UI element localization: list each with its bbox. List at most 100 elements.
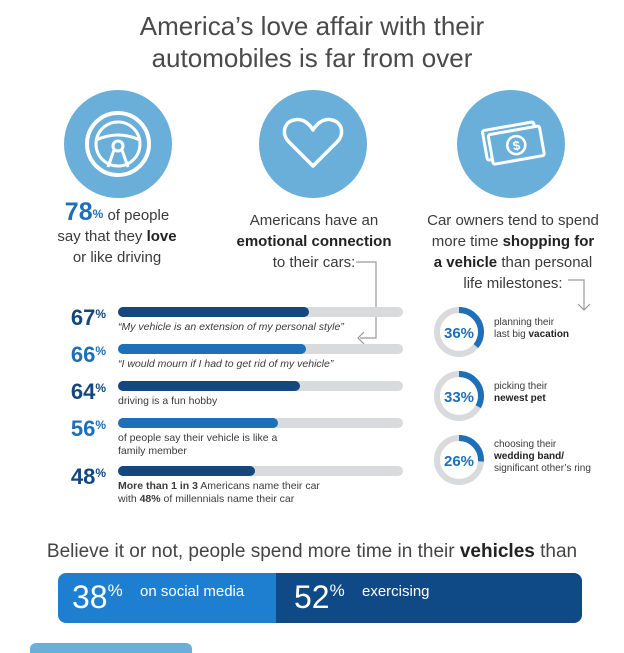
bar-percent: 64 xyxy=(70,379,96,404)
emotional-connection-text: Americans have an emotional connection t… xyxy=(226,210,402,273)
title-line-1: America’s love affair with their xyxy=(139,11,485,41)
donut-item: 26% choosing their wedding band/ signifi… xyxy=(432,433,591,492)
donut-arc xyxy=(434,307,484,357)
name-car-bold: More than 1 in 3 xyxy=(118,480,198,492)
bar-fill xyxy=(118,307,309,317)
bottom-text-a: Believe it or not, people spend more tim… xyxy=(46,541,460,562)
donut-chart: 33% xyxy=(434,371,484,421)
donut-arc xyxy=(434,371,484,421)
heart-icon xyxy=(282,117,344,168)
bar-track xyxy=(118,307,403,317)
bar-label: More than 1 in 3 Americans name their ca… xyxy=(118,480,320,506)
shopping-for-bold: shopping for xyxy=(502,233,595,250)
connector-arrows xyxy=(356,261,591,345)
vehicles-bold: vehicles xyxy=(459,541,535,562)
percent-sign: % xyxy=(329,581,345,600)
bar-fill xyxy=(118,381,301,391)
steering-wheel-circle xyxy=(64,90,172,198)
emotional-line-3: to their cars: xyxy=(272,254,356,271)
love-driving-stat: 78% of people say that they love or like… xyxy=(42,200,192,268)
bar-track xyxy=(118,418,403,428)
bar-fill xyxy=(118,418,278,428)
bar-label-with: with xyxy=(118,493,140,505)
donut-arc xyxy=(434,435,484,485)
donut-chart: 26% xyxy=(434,435,484,485)
percent-sign: % xyxy=(107,581,123,600)
bar-fill xyxy=(118,466,255,476)
bar-label: of people say their vehicle is like a fa… xyxy=(118,432,277,458)
bottom-text-c: than xyxy=(534,541,578,562)
percent-sign: % xyxy=(95,418,106,432)
love-driving-line-1: of people xyxy=(107,207,170,224)
donut-label-line-3: significant other’s ring xyxy=(494,463,591,474)
millennials-percent: 48% xyxy=(139,493,161,505)
shopping-line-3: than personal xyxy=(497,254,593,271)
donut-label-line-1: planning their xyxy=(494,317,555,328)
social-media-label: on social media xyxy=(140,583,245,600)
emotional-line-1: Americans have an xyxy=(249,212,379,229)
donut-list: 36% planning their last big vacation 33%… xyxy=(432,305,612,485)
love-driving-line-2: say that they xyxy=(57,228,147,245)
money-circle: $ xyxy=(457,90,565,198)
love-driving-percent: 78 xyxy=(64,198,93,226)
donut-label-line-2: last big xyxy=(494,329,529,340)
emotional-line-2: emotional connection xyxy=(236,233,392,250)
bar-label-line-1: of people say their vehicle is like a xyxy=(118,432,278,444)
bar-track xyxy=(118,381,403,391)
money-icon: $ xyxy=(481,120,546,166)
donut-chart: 36% xyxy=(434,307,484,357)
donut-percent: 33% xyxy=(444,389,474,406)
exercising-banner: 52% exercising xyxy=(276,573,582,623)
svg-text:$: $ xyxy=(511,137,521,153)
bar-percent: 67 xyxy=(70,305,96,330)
bar-percent: 56 xyxy=(70,416,96,441)
a-vehicle-bold: a vehicle xyxy=(433,254,498,271)
percent-sign: % xyxy=(95,381,106,395)
shopping-line-4: life milestones: xyxy=(463,275,563,292)
donut-item: 36% planning their last big vacation xyxy=(432,305,569,364)
donut-item: 33% picking their newest pet xyxy=(432,369,547,428)
bar-label: driving is a fun hobby xyxy=(118,395,218,407)
donut-label: picking their newest pet xyxy=(494,381,604,405)
exercising-number: 52 xyxy=(294,579,330,615)
title-line-2: automobiles is far from over xyxy=(151,43,473,73)
bar-label: “I would mourn if I had to get rid of my… xyxy=(118,358,334,370)
donut-label: choosing their wedding band/ significant… xyxy=(494,439,612,475)
social-media-percent: 38% xyxy=(72,579,123,616)
bar-percent: 66 xyxy=(70,342,96,367)
donut-percent: 26% xyxy=(444,453,474,470)
donut-label-line-1: picking their xyxy=(494,381,548,392)
donut-label-bold: newest pet xyxy=(494,393,546,404)
bar-label-line-2: family member xyxy=(118,445,187,457)
percent-sign: % xyxy=(95,307,106,321)
social-media-banner: 38% on social media xyxy=(58,573,276,623)
donut-label-line-1: choosing their xyxy=(494,439,557,450)
exercising-percent: 52% xyxy=(294,579,345,616)
shopping-text: Car owners tend to spend more time shopp… xyxy=(420,210,606,294)
bar-percent: 48 xyxy=(70,464,96,489)
shopping-line-2: more time xyxy=(431,233,503,250)
donut-label-bold: vacation xyxy=(528,329,570,340)
donut-label-bold: wedding band/ xyxy=(494,451,564,462)
bottom-headline: Believe it or not, people spend more tim… xyxy=(0,541,624,563)
exercising-label: exercising xyxy=(362,583,430,600)
bar-track xyxy=(118,344,403,354)
love-driving-line-3: or like driving xyxy=(72,249,162,266)
bar-label-line-2: of millennials name their car xyxy=(160,493,295,505)
heart-circle xyxy=(259,90,367,198)
bottom-tab xyxy=(30,643,192,653)
percent-sign: % xyxy=(92,207,104,221)
bar-track xyxy=(118,466,403,476)
donut-label: planning their last big vacation xyxy=(494,317,604,341)
bar-list: 67% “My vehicle is an extension of my pe… xyxy=(60,305,403,515)
percent-sign: % xyxy=(95,344,106,358)
bar-fill xyxy=(118,344,307,354)
steering-wheel-icon xyxy=(85,111,151,177)
bar-label-line-1: Americans name their car xyxy=(197,480,320,492)
social-media-number: 38 xyxy=(72,579,108,615)
bar-label: “My vehicle is an extension of my person… xyxy=(118,321,344,333)
percent-sign: % xyxy=(95,466,106,480)
donut-percent: 36% xyxy=(444,325,474,342)
shopping-line-1: Car owners tend to spend xyxy=(427,212,599,229)
page-title: America’s love affair with their automob… xyxy=(0,10,624,74)
